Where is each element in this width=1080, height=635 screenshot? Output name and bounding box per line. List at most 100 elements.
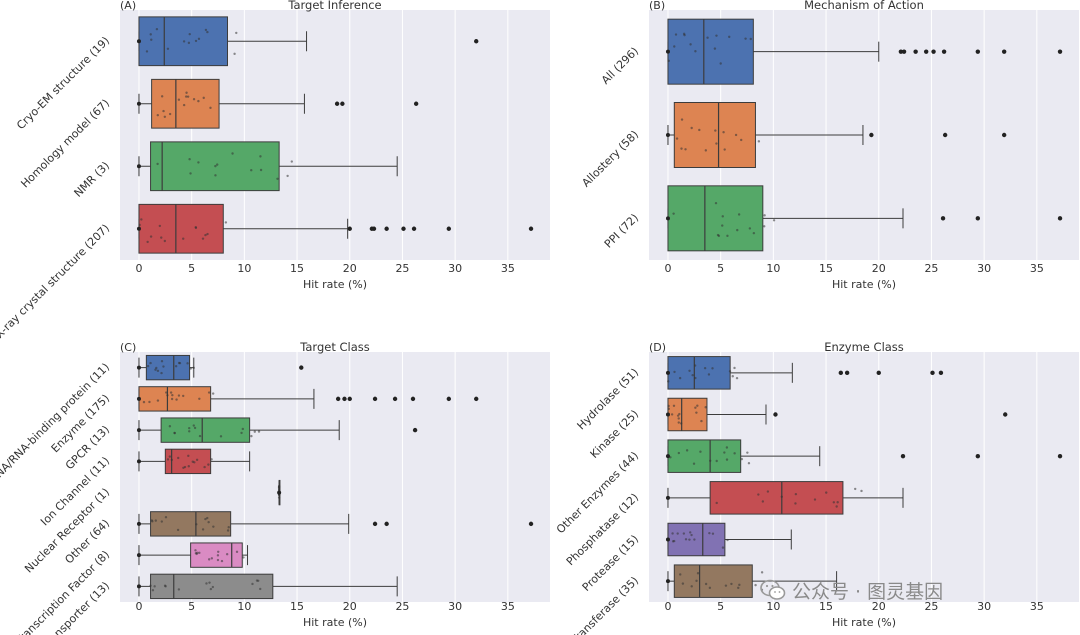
strip-point xyxy=(160,95,164,98)
strip-point xyxy=(163,584,167,587)
strip-point xyxy=(733,366,736,370)
strip-point xyxy=(156,113,159,117)
strip-point xyxy=(733,452,736,455)
strip-point xyxy=(667,59,670,63)
strip-point xyxy=(717,234,721,238)
box-group xyxy=(665,356,944,390)
box-group xyxy=(136,16,479,67)
strip-point xyxy=(208,581,211,584)
strip-point xyxy=(194,226,198,230)
outlier-point xyxy=(942,132,948,138)
strip-point xyxy=(233,52,236,56)
strip-point xyxy=(724,584,728,587)
strip-point xyxy=(257,430,261,433)
category-label: All (296) xyxy=(599,45,641,87)
strip-point xyxy=(192,424,195,427)
strip-point xyxy=(178,361,182,365)
strip-point xyxy=(140,218,143,221)
x-tick-label: 0 xyxy=(664,262,671,275)
strip-point xyxy=(693,538,696,541)
strip-point xyxy=(794,492,798,496)
outlier-point xyxy=(913,49,918,54)
strip-point xyxy=(276,177,279,181)
strip-point xyxy=(189,367,192,370)
strip-point xyxy=(164,516,168,519)
box-group xyxy=(665,102,1007,168)
strip-point xyxy=(711,367,714,370)
box xyxy=(709,481,844,515)
outlier-point xyxy=(931,49,936,54)
strip-point xyxy=(760,571,764,574)
strip-point xyxy=(682,32,686,36)
strip-point xyxy=(210,458,213,461)
strip-point xyxy=(714,129,717,132)
strip-point xyxy=(163,115,167,118)
strip-point xyxy=(715,142,718,145)
strip-point xyxy=(168,425,172,428)
strip-point xyxy=(676,532,679,535)
strip-point xyxy=(187,465,190,468)
strip-point xyxy=(665,133,670,137)
strip-point xyxy=(160,236,163,239)
strip-point xyxy=(277,488,281,492)
strip-point xyxy=(719,62,722,65)
strip-point xyxy=(187,41,191,45)
box xyxy=(151,78,220,129)
strip-point xyxy=(212,525,215,528)
strip-point xyxy=(206,516,209,520)
strip-point xyxy=(761,500,765,503)
panel-label: (B) xyxy=(649,0,665,12)
strip-point xyxy=(689,43,692,46)
strip-point xyxy=(149,33,152,36)
strip-point xyxy=(696,572,700,575)
x-tick-label: 25 xyxy=(924,600,938,613)
strip-point xyxy=(188,426,191,430)
strip-point xyxy=(204,233,207,237)
strip-point xyxy=(177,98,181,101)
strip-point xyxy=(728,35,731,39)
strip-point xyxy=(155,27,159,31)
strip-point xyxy=(165,391,168,394)
strip-point xyxy=(832,501,836,504)
outlier-point xyxy=(411,226,417,231)
box xyxy=(190,542,243,568)
strip-point xyxy=(251,582,254,586)
watermark-text: 公众号 · 图灵基因 xyxy=(792,580,944,603)
strip-point xyxy=(171,393,174,397)
strip-point xyxy=(224,221,228,224)
box xyxy=(145,354,191,381)
strip-point xyxy=(177,588,181,591)
strip-point xyxy=(694,50,697,53)
outlier-point xyxy=(940,216,946,221)
strip-point xyxy=(706,36,709,39)
outlier-point xyxy=(401,226,406,231)
strip-point xyxy=(216,554,220,557)
strip-point xyxy=(166,47,170,50)
outlier-point xyxy=(1001,49,1007,54)
strip-point xyxy=(715,501,718,505)
strip-point xyxy=(685,449,689,452)
strip-point xyxy=(162,109,165,113)
strip-point xyxy=(670,413,674,416)
strip-point xyxy=(677,421,680,424)
strip-point xyxy=(746,451,749,454)
strip-point xyxy=(198,434,202,438)
strip-point xyxy=(682,532,686,535)
watermark: 公众号 · 图灵基因 xyxy=(760,575,1060,605)
box xyxy=(667,185,764,252)
strip-point xyxy=(726,234,729,238)
strip-point xyxy=(688,369,691,373)
strip-point xyxy=(250,168,253,172)
strip-point xyxy=(763,214,766,217)
strip-point xyxy=(723,148,726,151)
strip-point xyxy=(194,39,198,43)
x-tick-label: 15 xyxy=(290,262,304,275)
box-group xyxy=(277,479,282,506)
strip-point xyxy=(217,550,220,553)
strip-point xyxy=(250,434,253,438)
strip-point xyxy=(193,426,197,430)
outlier-point xyxy=(941,49,947,54)
strip-point xyxy=(150,38,153,41)
strip-point xyxy=(149,235,153,238)
wechat-icon xyxy=(760,579,786,600)
